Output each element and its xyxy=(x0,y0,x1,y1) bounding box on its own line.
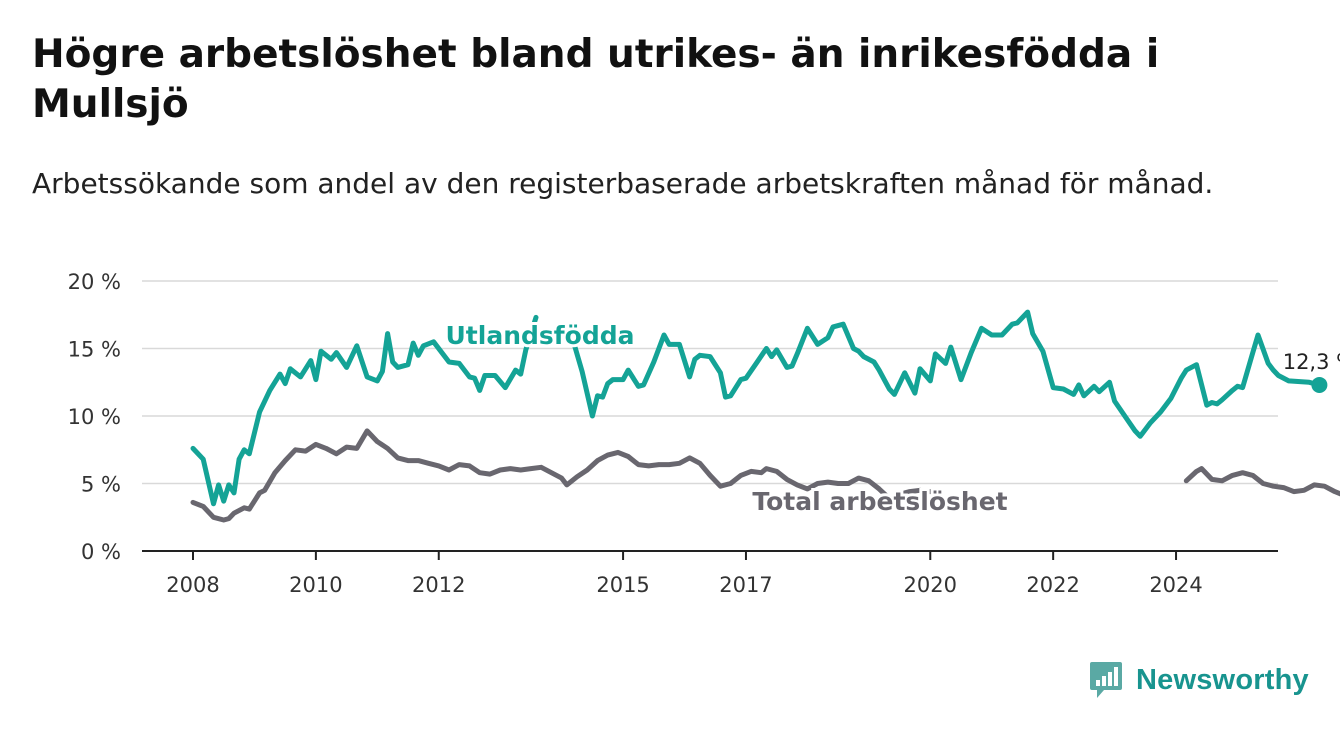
series-end-point-utlandsfodda xyxy=(1311,376,1328,393)
grid-lines xyxy=(142,280,1278,552)
chart-subtitle: Arbetssökande som andel av den registerb… xyxy=(32,167,1214,200)
series-lines xyxy=(190,309,1340,523)
series-name-total: Total arbetslöshet xyxy=(752,487,1007,516)
y-tick-label: 0 % xyxy=(81,540,121,564)
x-tick-label: 2008 xyxy=(166,573,219,597)
series-name-utlandsfodda: Utlandsfödda xyxy=(446,321,635,350)
y-axis-ticks: 0 % 5 % 10 % 15 % 20 % xyxy=(68,270,121,564)
series-end-label: 12,3 % xyxy=(1283,350,1340,374)
x-tick-label: 2020 xyxy=(904,573,957,597)
y-tick-label: 15 % xyxy=(68,338,121,362)
chart-title: Högre arbetslöshet bland utrikes- än inr… xyxy=(32,32,1160,127)
bar-chart-speech-icon xyxy=(1090,662,1122,698)
y-tick-label: 5 % xyxy=(81,473,121,497)
x-tick-label: 2010 xyxy=(289,573,342,597)
x-tick-label: 2015 xyxy=(596,573,649,597)
x-axis-ticks: 2008 2010 2012 2015 2017 2020 2022 2024 xyxy=(166,551,1203,597)
newsworthy-logo: Newsworthy xyxy=(1088,660,1309,700)
x-tick-label: 2012 xyxy=(412,573,465,597)
y-tick-label: 10 % xyxy=(68,405,121,429)
y-tick-label: 20 % xyxy=(68,270,121,294)
series-line-total-part-1 xyxy=(190,428,933,523)
series-line-total-part-2 xyxy=(1183,466,1340,497)
series-line-utlandsfodda-part-2 xyxy=(569,309,1322,439)
x-tick-label: 2017 xyxy=(719,573,772,597)
x-tick-label: 2024 xyxy=(1149,573,1202,597)
x-tick-label: 2022 xyxy=(1026,573,1079,597)
brand-name: Newsworthy xyxy=(1136,663,1309,696)
series-line-utlandsfodda-part-1 xyxy=(190,314,539,507)
